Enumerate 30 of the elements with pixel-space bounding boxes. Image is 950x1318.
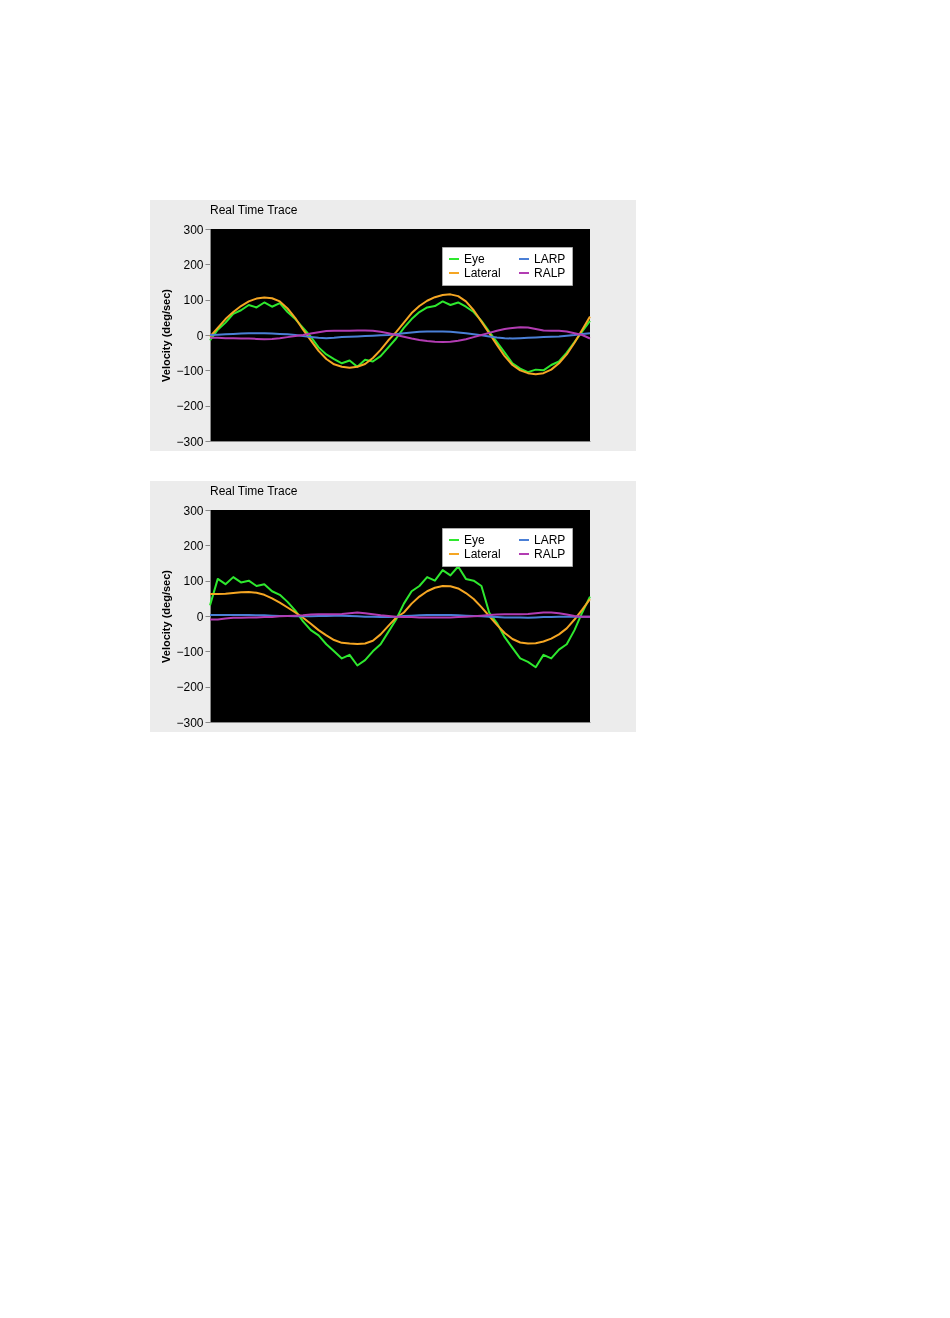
y-tick-label: −200 [176,399,204,414]
y-tick-label: −300 [176,434,204,449]
legend-label: Lateral [464,547,501,561]
y-tick-label: −300 [176,715,204,730]
line-series [209,330,591,340]
line-series [209,326,591,344]
y-tick-label: −100 [176,644,204,659]
legend-label: RALP [534,547,566,561]
y-tick-label: 200 [183,538,204,553]
legend-label: LARP [534,533,566,547]
y-tick-label: 0 [196,609,204,624]
legend-label: Eye [464,252,485,266]
chart-title: Real Time Trace [210,203,298,217]
y-tick-label: 100 [183,574,204,589]
y-axis-title: Velocity (deg/sec) [160,288,173,382]
y-tick-label: −100 [176,363,204,378]
legend-label: Lateral [464,266,501,280]
line-series [209,565,591,669]
line-series [209,584,591,645]
chart-title: Real Time Trace [210,484,298,498]
y-tick-label: 200 [183,257,204,272]
y-tick-label: 100 [183,293,204,308]
legend-label: Eye [464,533,485,547]
y-tick-label: −200 [176,680,204,695]
legend-label: LARP [534,252,566,266]
legend-label: RALP [534,266,566,280]
y-tick-label: 300 [183,503,204,518]
y-axis-title: Velocity (deg/sec) [160,569,173,663]
y-tick-label: 300 [183,222,204,237]
y-tick-label: 0 [196,328,204,343]
